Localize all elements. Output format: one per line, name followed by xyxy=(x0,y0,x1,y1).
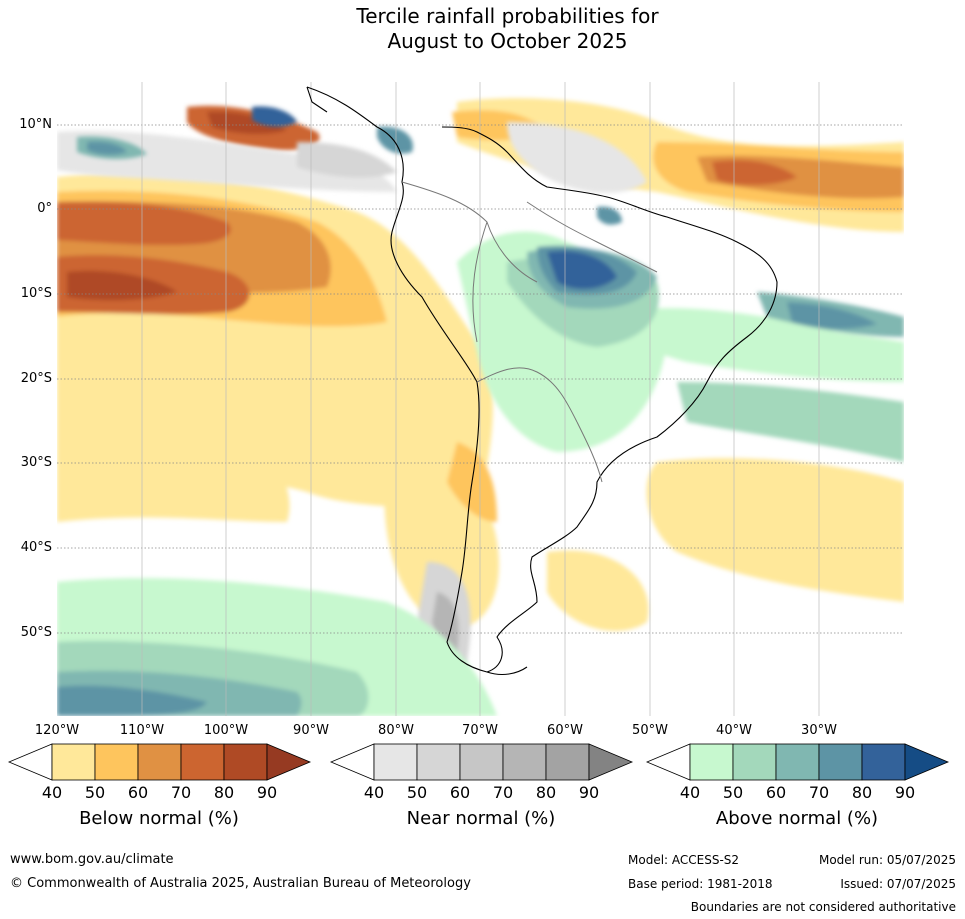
colorbar-below-tick-60: 60 xyxy=(128,783,148,802)
colorbar-above-tick-70: 70 xyxy=(809,783,829,802)
colorbar-above-tick-80: 80 xyxy=(852,783,872,802)
colorbar-below-tick-70: 70 xyxy=(171,783,191,802)
colorbar-near-bin-2 xyxy=(416,743,461,781)
colorbar-above-tick-90: 90 xyxy=(895,783,915,802)
legend-title-near: Near normal (%) xyxy=(406,808,556,829)
lon-label-40w: 40°W xyxy=(716,723,752,738)
colorbar-near-bin-1 xyxy=(373,743,418,781)
lat-label-0: 0° xyxy=(37,201,52,216)
colorbar-above-high-extension xyxy=(904,743,950,781)
colorbar-above-tick-40: 40 xyxy=(680,783,700,802)
lon-label-50w: 50°W xyxy=(632,723,668,738)
legend-title-above: Above normal (%) xyxy=(715,808,879,829)
lat-label-10s: 10°S xyxy=(20,286,52,301)
title-line-1: Tercile rainfall probabilities for xyxy=(356,4,659,28)
colorbar-near-high-extension xyxy=(588,743,634,781)
colorbar-near-tick-40: 40 xyxy=(364,783,384,802)
graticule xyxy=(57,124,904,634)
lon-label-120w: 120°W xyxy=(34,723,80,738)
colorbar-near-low-extension xyxy=(329,743,375,781)
lon-label-80w: 80°W xyxy=(378,723,414,738)
footer-model-run: Model run: 05/07/2025 xyxy=(818,853,956,867)
colorbar-legends: 40 50 60 70 80 90 40 50 60 70 80 90 40 50 60 70 80 90 xyxy=(7,743,950,802)
colorbar-above-bin-2 xyxy=(732,743,777,781)
colorbar-above-bin-3 xyxy=(775,743,820,781)
colorbar-near-bin-4 xyxy=(502,743,547,781)
probability-map xyxy=(57,82,904,716)
colorbar-above-bin-5 xyxy=(861,743,906,781)
colorbar-below-tick-90: 90 xyxy=(257,783,277,802)
lon-label-90w: 90°W xyxy=(293,723,329,738)
colorbar-below-tick-80: 80 xyxy=(214,783,234,802)
lat-label-30s: 30°S xyxy=(20,455,52,470)
colorbar-below-bin-3 xyxy=(137,743,182,781)
lon-label-60w: 60°W xyxy=(547,723,583,738)
colorbar-near-tick-60: 60 xyxy=(450,783,470,802)
colorbar-below-bin-1 xyxy=(51,743,96,781)
colorbar-above-bin-4 xyxy=(818,743,863,781)
colorbar-near-bin-3 xyxy=(459,743,504,781)
colorbar-below-high-extension xyxy=(266,743,312,781)
footer-disclaimer: Boundaries are not considered authoritat… xyxy=(690,900,956,914)
above-normal-regions xyxy=(57,106,904,716)
colorbar-above-bin-1 xyxy=(689,743,734,781)
lat-label-50s: 50°S xyxy=(20,625,52,640)
footer-copyright: © Commonwealth of Australia 2025, Austra… xyxy=(10,876,471,891)
lon-label-100w: 100°W xyxy=(203,723,249,738)
colorbar-above-tick-50: 50 xyxy=(723,783,743,802)
colorbar-above-low-extension xyxy=(645,743,691,781)
footer-issued: Issued: 07/07/2025 xyxy=(840,877,956,891)
borders xyxy=(401,181,658,483)
footer-url: www.bom.gov.au/climate xyxy=(10,852,174,867)
colorbar-below-bin-2 xyxy=(94,743,139,781)
lon-label-70w: 70°W xyxy=(462,723,498,738)
footer-model: Model: ACCESS-S2 xyxy=(628,853,740,867)
colorbar-below-tick-50: 50 xyxy=(85,783,105,802)
colorbar-below-tick-40: 40 xyxy=(42,783,62,802)
colorbar-near-tick-70: 70 xyxy=(493,783,513,802)
colorbar-above: 40 50 60 70 80 90 xyxy=(645,743,950,802)
colorbar-near-bin-5 xyxy=(545,743,590,781)
colorbar-below-bin-4 xyxy=(180,743,225,781)
colorbar-near: 40 50 60 70 80 90 xyxy=(329,743,634,802)
map-title: Tercile rainfall probabilities for Augus… xyxy=(0,4,965,54)
colorbar-below: 40 50 60 70 80 90 xyxy=(7,743,312,802)
colorbar-near-tick-50: 50 xyxy=(407,783,427,802)
colorbar-above-tick-60: 60 xyxy=(766,783,786,802)
lon-label-110w: 110°W xyxy=(119,723,165,738)
legend-title-below: Below normal (%) xyxy=(79,808,239,829)
lat-label-20s: 20°S xyxy=(20,371,52,386)
lat-label-40s: 40°S xyxy=(20,540,52,555)
colorbar-below-low-extension xyxy=(7,743,53,781)
colorbar-near-tick-90: 90 xyxy=(579,783,599,802)
lon-label-30w: 30°W xyxy=(801,723,837,738)
lat-label-10n: 10°N xyxy=(19,117,52,132)
footer-base-period: Base period: 1981-2018 xyxy=(628,877,773,891)
colorbar-near-tick-80: 80 xyxy=(536,783,556,802)
title-line-2: August to October 2025 xyxy=(387,29,628,53)
colorbar-below-bin-5 xyxy=(223,743,268,781)
coastlines xyxy=(306,86,778,676)
